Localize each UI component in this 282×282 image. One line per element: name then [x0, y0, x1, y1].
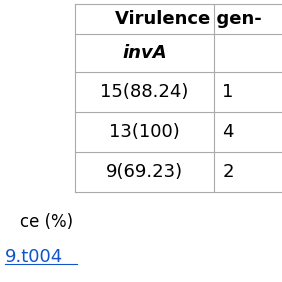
Text: Virulence gen-: Virulence gen-	[114, 10, 261, 28]
Text: 9.t004: 9.t004	[5, 248, 63, 266]
Text: 9(69.23): 9(69.23)	[106, 163, 183, 181]
Text: invA: invA	[122, 44, 167, 62]
Text: 13(100): 13(100)	[109, 123, 180, 141]
Text: 4: 4	[222, 123, 234, 141]
Text: 2: 2	[222, 163, 234, 181]
Text: 1: 1	[222, 83, 234, 101]
Text: ce (%): ce (%)	[20, 213, 73, 231]
Text: 15(88.24): 15(88.24)	[100, 83, 189, 101]
